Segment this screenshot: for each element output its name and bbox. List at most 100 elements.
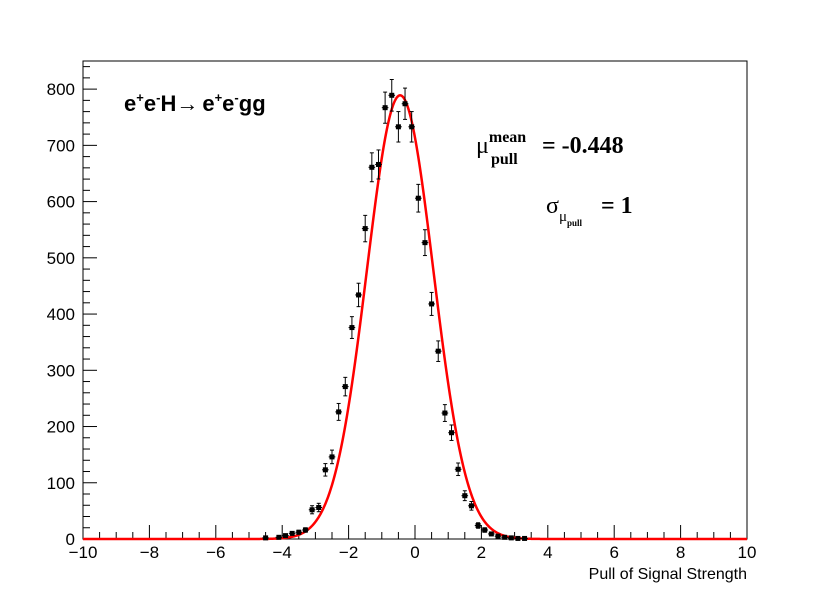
point-marker	[415, 195, 421, 201]
point-marker	[276, 534, 282, 540]
point-marker	[409, 124, 415, 130]
data-point	[428, 291, 435, 316]
data-point	[328, 449, 336, 465]
point-marker	[289, 530, 295, 536]
data-point	[388, 79, 396, 112]
data-point	[514, 535, 522, 541]
y-tick-label: 600	[47, 193, 75, 212]
data-points	[262, 79, 528, 541]
x-tick-label: 8	[676, 543, 685, 562]
data-point	[348, 316, 356, 339]
data-point	[474, 522, 482, 529]
data-point	[454, 462, 462, 477]
point-marker	[455, 466, 461, 472]
data-point	[262, 535, 269, 541]
y-tick-label: 700	[47, 136, 75, 155]
point-marker	[402, 101, 408, 107]
process-e1: e	[124, 91, 136, 116]
point-marker	[495, 533, 501, 539]
data-point	[361, 214, 369, 243]
point-marker	[488, 531, 494, 537]
data-point	[355, 282, 362, 308]
point-marker	[508, 535, 514, 541]
process-label: e+e-H→ e+e-gg	[124, 90, 266, 116]
sigma-sub-symbol: μ	[559, 209, 567, 225]
process-plus1: +	[136, 90, 144, 105]
point-marker	[482, 527, 488, 533]
data-point	[341, 376, 349, 397]
sigma-value: = 1	[601, 193, 633, 219]
data-point	[481, 527, 489, 533]
data-point	[295, 529, 303, 535]
x-tick-label: −4	[273, 543, 292, 562]
data-point	[494, 533, 502, 539]
mean-value: = -0.448	[542, 133, 624, 159]
x-tick-label: 2	[477, 543, 486, 562]
point-marker	[422, 240, 428, 246]
x-tick-label: −8	[140, 543, 159, 562]
x-tick-labels: −10 −8 −6 −4 −2 0 2 4 6 8 10	[69, 543, 757, 562]
point-marker	[356, 292, 362, 298]
mean-sub: pull	[491, 151, 518, 168]
point-marker	[475, 523, 481, 529]
data-point	[302, 527, 309, 533]
point-marker	[462, 493, 468, 499]
gaussian-fit-curve	[83, 94, 747, 541]
data-point	[448, 424, 455, 441]
x-tick-label: 0	[410, 543, 419, 562]
point-marker	[349, 325, 355, 331]
data-point	[322, 463, 329, 477]
point-marker	[322, 467, 328, 473]
point-marker	[283, 533, 289, 539]
point-marker	[369, 164, 375, 170]
point-marker	[336, 409, 342, 415]
point-marker	[435, 348, 441, 354]
process-plus2: +	[215, 90, 223, 105]
y-tick-label: 500	[47, 249, 75, 268]
mean-symbol: μ	[476, 133, 489, 159]
data-point	[521, 535, 528, 541]
data-point	[501, 534, 508, 540]
x-tick-label: −6	[206, 543, 225, 562]
data-point	[308, 505, 316, 515]
data-point	[381, 91, 389, 124]
x-tick-label: −2	[339, 543, 358, 562]
data-point	[488, 531, 495, 537]
sigma-stat: σμpull = 1	[546, 193, 633, 228]
x-tick-label: 6	[609, 543, 618, 562]
point-marker	[382, 105, 388, 111]
point-marker	[342, 384, 348, 390]
process-e2: e	[144, 91, 156, 116]
sigma-symbol: σ	[546, 193, 559, 219]
point-marker	[449, 430, 455, 436]
point-marker	[362, 226, 368, 232]
data-point	[507, 535, 515, 541]
point-marker	[468, 503, 474, 509]
x-tick-label: −10	[69, 543, 98, 562]
point-marker	[316, 505, 322, 511]
data-point	[315, 502, 323, 513]
data-point	[408, 111, 415, 143]
data-point	[288, 530, 296, 536]
process-higgs: H	[160, 91, 176, 116]
data-point	[401, 87, 409, 120]
sigma-sub-sub: pull	[567, 218, 583, 228]
point-marker	[329, 454, 335, 460]
data-point	[275, 534, 283, 540]
point-marker	[502, 534, 508, 540]
process-final: gg	[239, 91, 266, 116]
data-point	[468, 501, 475, 511]
point-marker	[389, 92, 395, 98]
x-tick-label: 4	[543, 543, 552, 562]
y-tick-label: 200	[47, 418, 75, 437]
point-marker	[515, 535, 521, 541]
y-tick-label: 400	[47, 305, 75, 324]
x-axis-title: Pull of Signal Strength	[589, 566, 747, 583]
process-e3: e	[202, 91, 214, 116]
point-marker	[309, 507, 315, 513]
y-tick-labels: 0 100 200 300 400 500 600 700 800	[47, 80, 75, 549]
x-tick-label: 10	[738, 543, 757, 562]
data-point	[415, 183, 422, 213]
point-marker	[296, 529, 302, 535]
